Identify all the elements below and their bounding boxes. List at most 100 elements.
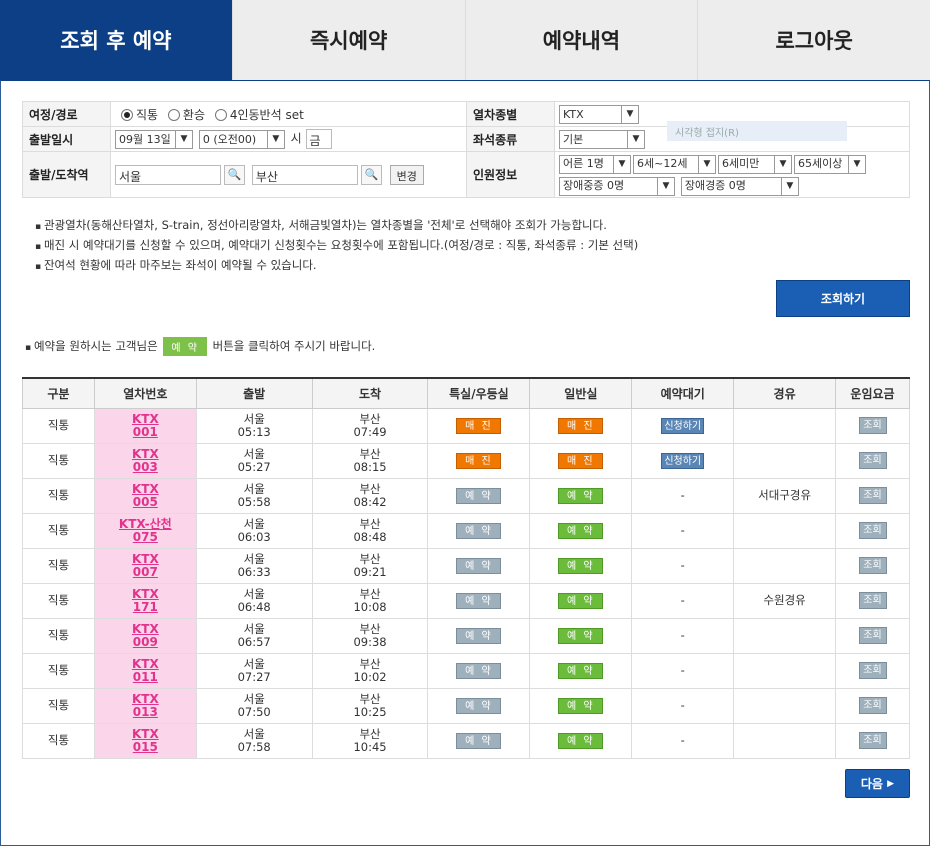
fare-lookup-button[interactable]: 조회 xyxy=(858,697,887,714)
departure-cell: 서울 06:33 xyxy=(195,547,313,584)
departure-station: 서울 xyxy=(243,656,265,671)
reserve-button[interactable]: 예 약 xyxy=(456,557,502,574)
reserve-button[interactable]: 예 약 xyxy=(558,522,604,539)
train-type-select[interactable]: KTX ▼ xyxy=(559,104,639,124)
route-four-seat-radio[interactable] xyxy=(214,109,227,121)
train-number-link[interactable]: KTX 007 xyxy=(132,552,159,579)
reserve-button[interactable]: 예 약 xyxy=(558,557,604,574)
fare-lookup-button[interactable]: 조회 xyxy=(858,452,887,469)
tab-search-reserve[interactable]: 조회 후 예약 xyxy=(0,0,232,80)
fare-lookup-button[interactable]: 조회 xyxy=(858,662,887,679)
arrival-station-field[interactable]: 부산 xyxy=(251,164,358,185)
severe-disability-select[interactable]: 장애중증 0명 ▼ xyxy=(559,176,675,196)
infant-select[interactable]: 6세미만 ▼ xyxy=(718,154,792,174)
fare-lookup-button[interactable]: 조회 xyxy=(858,732,887,749)
train-number-link[interactable]: KTX 001 xyxy=(132,412,159,439)
next-page-button[interactable]: 다음 ▶ xyxy=(845,769,910,798)
first-class-cell: 매 진 xyxy=(427,407,531,444)
reserve-button[interactable]: 예 약 xyxy=(456,662,502,679)
reserve-button[interactable]: 예 약 xyxy=(558,732,604,749)
column-header: 도착 xyxy=(311,377,429,409)
tab-reservation-history[interactable]: 예약내역 xyxy=(464,0,698,80)
search-icon[interactable]: 🔍 xyxy=(360,164,382,185)
reserve-button[interactable]: 예 약 xyxy=(456,487,502,504)
mild-disability-select[interactable]: 장애경증 0명 ▼ xyxy=(680,176,799,196)
train-number-link[interactable]: KTX 171 xyxy=(132,587,159,614)
hint-reserve-badge: 예 약 xyxy=(163,337,207,356)
weekday-field[interactable]: 금 xyxy=(305,129,332,149)
train-number-link[interactable]: KTX-산천 075 xyxy=(119,517,172,544)
departure-station-field[interactable]: 서울 xyxy=(115,164,221,185)
train-number-link[interactable]: KTX 009 xyxy=(132,622,159,649)
senior-select[interactable]: 65세이상 ▼ xyxy=(794,154,866,174)
train-number-link[interactable]: KTX 003 xyxy=(132,447,159,474)
tab-logout[interactable]: 로그아웃 xyxy=(697,0,930,80)
train-number-link[interactable]: KTX 013 xyxy=(132,692,159,719)
reserve-button[interactable]: 예 약 xyxy=(558,592,604,609)
departure-cell: 서울 06:48 xyxy=(195,582,313,619)
child-select[interactable]: 6세~12세 ▼ xyxy=(633,154,716,174)
tab-instant-reserve[interactable]: 즉시예약 xyxy=(231,0,465,80)
via-cell xyxy=(733,687,836,724)
first-class-cell: 예 약 xyxy=(427,617,531,654)
search-icon[interactable]: 🔍 xyxy=(224,164,245,185)
search-button[interactable]: 조회하기 xyxy=(776,280,910,317)
fare-lookup-button[interactable]: 조회 xyxy=(858,627,887,644)
route-direct-radio[interactable] xyxy=(121,109,133,121)
date-select[interactable]: 09월 13일 ▼ xyxy=(115,129,193,149)
fare-lookup-button[interactable]: 조회 xyxy=(858,557,887,574)
fare-lookup-button[interactable]: 조회 xyxy=(858,592,887,609)
fare-lookup-button[interactable]: 조회 xyxy=(858,487,887,504)
fare-cell: 조회 xyxy=(835,512,910,549)
general-class-cell: 매 진 xyxy=(529,407,633,444)
train-number-cell: KTX-산천 075 xyxy=(93,512,197,549)
waitlist-apply-button[interactable]: 신청하기 xyxy=(661,452,705,469)
hour-select[interactable]: 0 (오전00) ▼ xyxy=(198,129,285,149)
route-label: 여정/경로 xyxy=(22,101,111,127)
fare-lookup-button[interactable]: 조회 xyxy=(858,417,887,434)
train-name: KTX xyxy=(131,691,159,706)
waitlist-cell: 신청하기 xyxy=(631,442,735,479)
departure-station: 서울 xyxy=(243,551,265,566)
departure-time: 06:33 xyxy=(237,564,271,579)
train-number-cell: KTX 009 xyxy=(93,617,197,654)
senior-value: 65세이상 xyxy=(798,157,843,170)
reserve-button[interactable]: 예 약 xyxy=(558,487,604,504)
reserve-button[interactable]: 예 약 xyxy=(456,697,502,714)
arrival-cell: 부산 08:42 xyxy=(311,477,429,514)
arrival-cell: 부산 08:48 xyxy=(311,512,429,549)
train-name: KTX xyxy=(131,551,159,566)
chevron-down-icon: ▼ xyxy=(627,130,644,148)
train-number-link[interactable]: KTX 015 xyxy=(132,727,159,754)
chevron-down-icon: ▼ xyxy=(613,155,630,173)
via-cell xyxy=(733,722,836,759)
seat-type-select[interactable]: 기본 ▼ xyxy=(559,129,645,149)
waitlist-cell: - xyxy=(631,722,735,759)
departure-time: 06:48 xyxy=(237,599,271,614)
reserve-button[interactable]: 예 약 xyxy=(456,732,502,749)
route-transfer-radio[interactable] xyxy=(167,109,180,121)
train-name: KTX xyxy=(131,656,159,671)
adult-select[interactable]: 어른 1명 ▼ xyxy=(559,154,631,174)
fare-lookup-button[interactable]: 조회 xyxy=(858,522,887,539)
first-class-cell: 예 약 xyxy=(427,652,531,689)
arrival-station: 부산 xyxy=(359,446,381,461)
train-name: KTX xyxy=(131,411,159,426)
train-number: 075 xyxy=(132,529,158,544)
departure-time: 06:03 xyxy=(237,529,271,544)
reserve-button[interactable]: 예 약 xyxy=(456,522,502,539)
arrival-time: 09:38 xyxy=(353,634,387,649)
reserve-button[interactable]: 예 약 xyxy=(456,627,502,644)
swap-station-button[interactable]: 변경 xyxy=(389,164,424,185)
train-number-link[interactable]: KTX 011 xyxy=(132,657,159,684)
column-header: 구분 xyxy=(22,377,95,409)
reserve-button[interactable]: 예 약 xyxy=(558,697,604,714)
waitlist-apply-button[interactable]: 신청하기 xyxy=(661,417,705,434)
reserve-button[interactable]: 예 약 xyxy=(558,662,604,679)
reserve-button[interactable]: 예 약 xyxy=(558,627,604,644)
reserve-button[interactable]: 예 약 xyxy=(456,592,502,609)
train-number-link[interactable]: KTX 005 xyxy=(132,482,159,509)
train-name: KTX xyxy=(131,481,159,496)
